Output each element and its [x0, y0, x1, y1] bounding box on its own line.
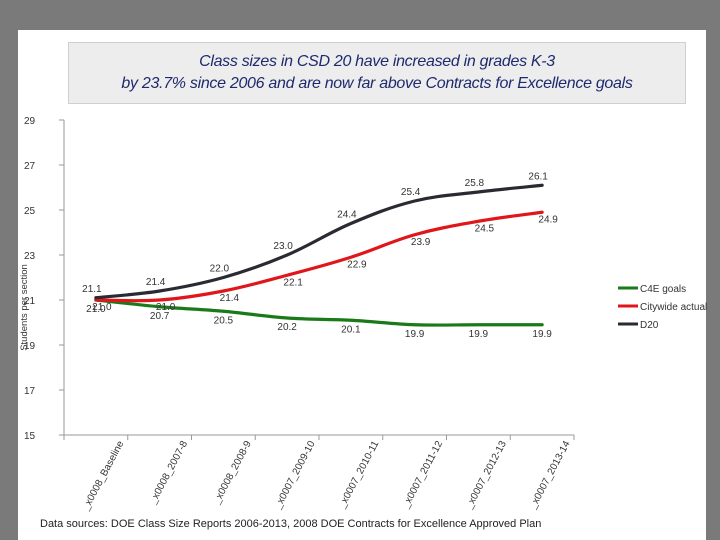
- slide-left-bar: [0, 0, 18, 540]
- data-label-citywide-actual: 24.5: [475, 223, 495, 234]
- y-tick-label: 21: [24, 296, 36, 307]
- x-tick-label: _x0007_2010-11: [336, 439, 381, 511]
- data-label-c4e-goals: 20.2: [277, 322, 297, 333]
- data-label-citywide-actual: 22.1: [283, 277, 303, 288]
- data-label-c4e-goals: 19.9: [405, 329, 425, 340]
- y-axis-label: Students per section: [19, 264, 30, 351]
- data-label-d20: 22.0: [210, 264, 230, 275]
- data-label-citywide-actual: 23.9: [411, 237, 431, 248]
- y-tick-label: 19: [24, 341, 36, 352]
- y-tick-label: 27: [24, 161, 36, 172]
- data-label-d20: 25.8: [465, 178, 485, 189]
- data-label-d20: 24.4: [337, 210, 357, 221]
- slide-top-bar: [0, 0, 720, 30]
- y-tick-label: 23: [24, 251, 36, 262]
- data-label-citywide-actual: 21.0: [92, 302, 112, 313]
- series-line-d20: [94, 183, 544, 300]
- data-label-d20: 21.4: [146, 277, 166, 288]
- x-tick-label: _x0008_Baseline: [80, 439, 126, 513]
- data-label-citywide-actual: 24.9: [538, 214, 558, 225]
- data-source-note: Data sources: DOE Class Size Reports 200…: [40, 518, 542, 530]
- title-line-2: by 23.7% since 2006 and are now far abov…: [121, 75, 633, 92]
- data-label-c4e-goals: 19.9: [532, 329, 552, 340]
- data-label-c4e-goals: 20.7: [150, 311, 170, 322]
- line-chart: 15 17 19 21 23 25 27 29 Students per section _x00…: [19, 116, 707, 513]
- data-label-citywide-actual: 22.9: [347, 259, 367, 270]
- chart-title: Class sizes in CSD 20 have increased in …: [68, 42, 686, 104]
- x-tick-label: _x0007_2012-13: [463, 439, 509, 512]
- data-label-d20: 23.0: [273, 241, 293, 252]
- data-label-d20: 26.1: [528, 171, 548, 182]
- data-label-citywide-actual: 21.0: [156, 302, 176, 313]
- y-tick-label: 17: [24, 386, 36, 397]
- data-label-c4e-goals: 20.5: [214, 315, 234, 326]
- series-line-c4e-goals: [94, 298, 544, 327]
- slide-right-bar: [706, 0, 720, 540]
- y-tick-label: 15: [24, 431, 36, 442]
- title-line-1: Class sizes in CSD 20 have increased in …: [199, 53, 555, 70]
- x-tick-label: _x0007_2013-14: [527, 439, 573, 512]
- x-tick-label: _x0007_2009-10: [272, 439, 318, 512]
- data-label-d20: 21.1: [82, 284, 102, 295]
- legend-label-citywide-actual: Citywide actual: [640, 302, 707, 313]
- data-label-c4e-goals: 19.9: [469, 329, 489, 340]
- x-tick-label: _x0008_2007-8: [147, 439, 190, 507]
- x-tick-label: _x0008_2008-9: [211, 439, 254, 507]
- legend-label-c4e-goals: C4E goals: [640, 284, 686, 295]
- legend-label-d20: D20: [640, 320, 659, 331]
- data-label-citywide-actual: 21.4: [220, 293, 240, 304]
- data-label-d20: 25.4: [401, 187, 421, 198]
- data-label-c4e-goals: 20.1: [341, 324, 361, 335]
- series-line-citywide-actual: [94, 210, 544, 303]
- data-label-c4e-goals: 21.0: [86, 304, 106, 315]
- x-tick-label: _x0007_2011-12: [400, 439, 445, 511]
- y-tick-label: 29: [24, 116, 36, 127]
- y-tick-label: 25: [24, 206, 36, 217]
